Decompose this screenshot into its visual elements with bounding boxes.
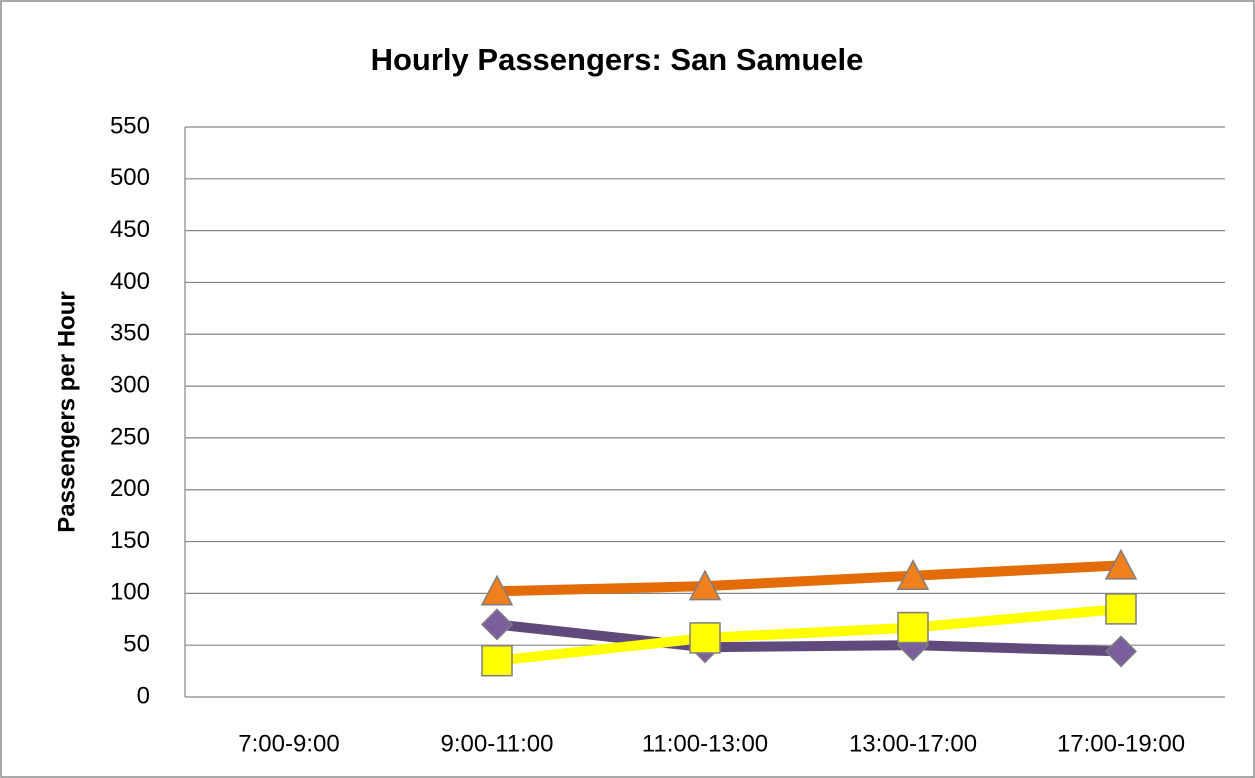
data-point <box>896 559 930 590</box>
series-line <box>496 560 1122 597</box>
y-tick-label: 250 <box>110 423 150 450</box>
y-tick-label: 300 <box>110 371 150 398</box>
x-tick-label: 7:00-9:00 <box>238 730 339 757</box>
y-tick-label: 550 <box>110 112 150 139</box>
y-tick-label: 100 <box>110 579 150 606</box>
data-point <box>689 622 721 654</box>
y-axis-title: Passengers per Hour <box>53 291 80 532</box>
data-point <box>481 644 513 677</box>
series-line <box>496 619 1122 657</box>
y-tick-label: 500 <box>110 164 150 191</box>
y-tick-label: 350 <box>110 320 150 347</box>
y-tick-label: 400 <box>110 268 150 295</box>
y-tick-label: 450 <box>110 216 150 243</box>
x-tick-label: 17:00-19:00 <box>1057 730 1185 757</box>
data-point <box>480 574 514 606</box>
y-tick-label: 50 <box>123 631 150 658</box>
data-point <box>688 569 722 601</box>
chart-title: Hourly Passengers: San Samuele <box>371 42 864 77</box>
y-tick-label: 150 <box>110 527 150 554</box>
x-tick-label: 9:00-11:00 <box>441 730 554 757</box>
data-point <box>1104 548 1138 580</box>
data-point <box>480 608 514 641</box>
y-tick-label: 200 <box>110 475 150 502</box>
y-tick-label: 0 <box>137 682 150 709</box>
data-point <box>1105 593 1137 625</box>
series-line <box>496 603 1122 666</box>
data-point <box>1104 635 1138 668</box>
x-tick-label: 13:00-17:00 <box>849 730 977 757</box>
x-tick-label: 11:00-13:00 <box>642 730 768 757</box>
data-point <box>897 611 929 644</box>
